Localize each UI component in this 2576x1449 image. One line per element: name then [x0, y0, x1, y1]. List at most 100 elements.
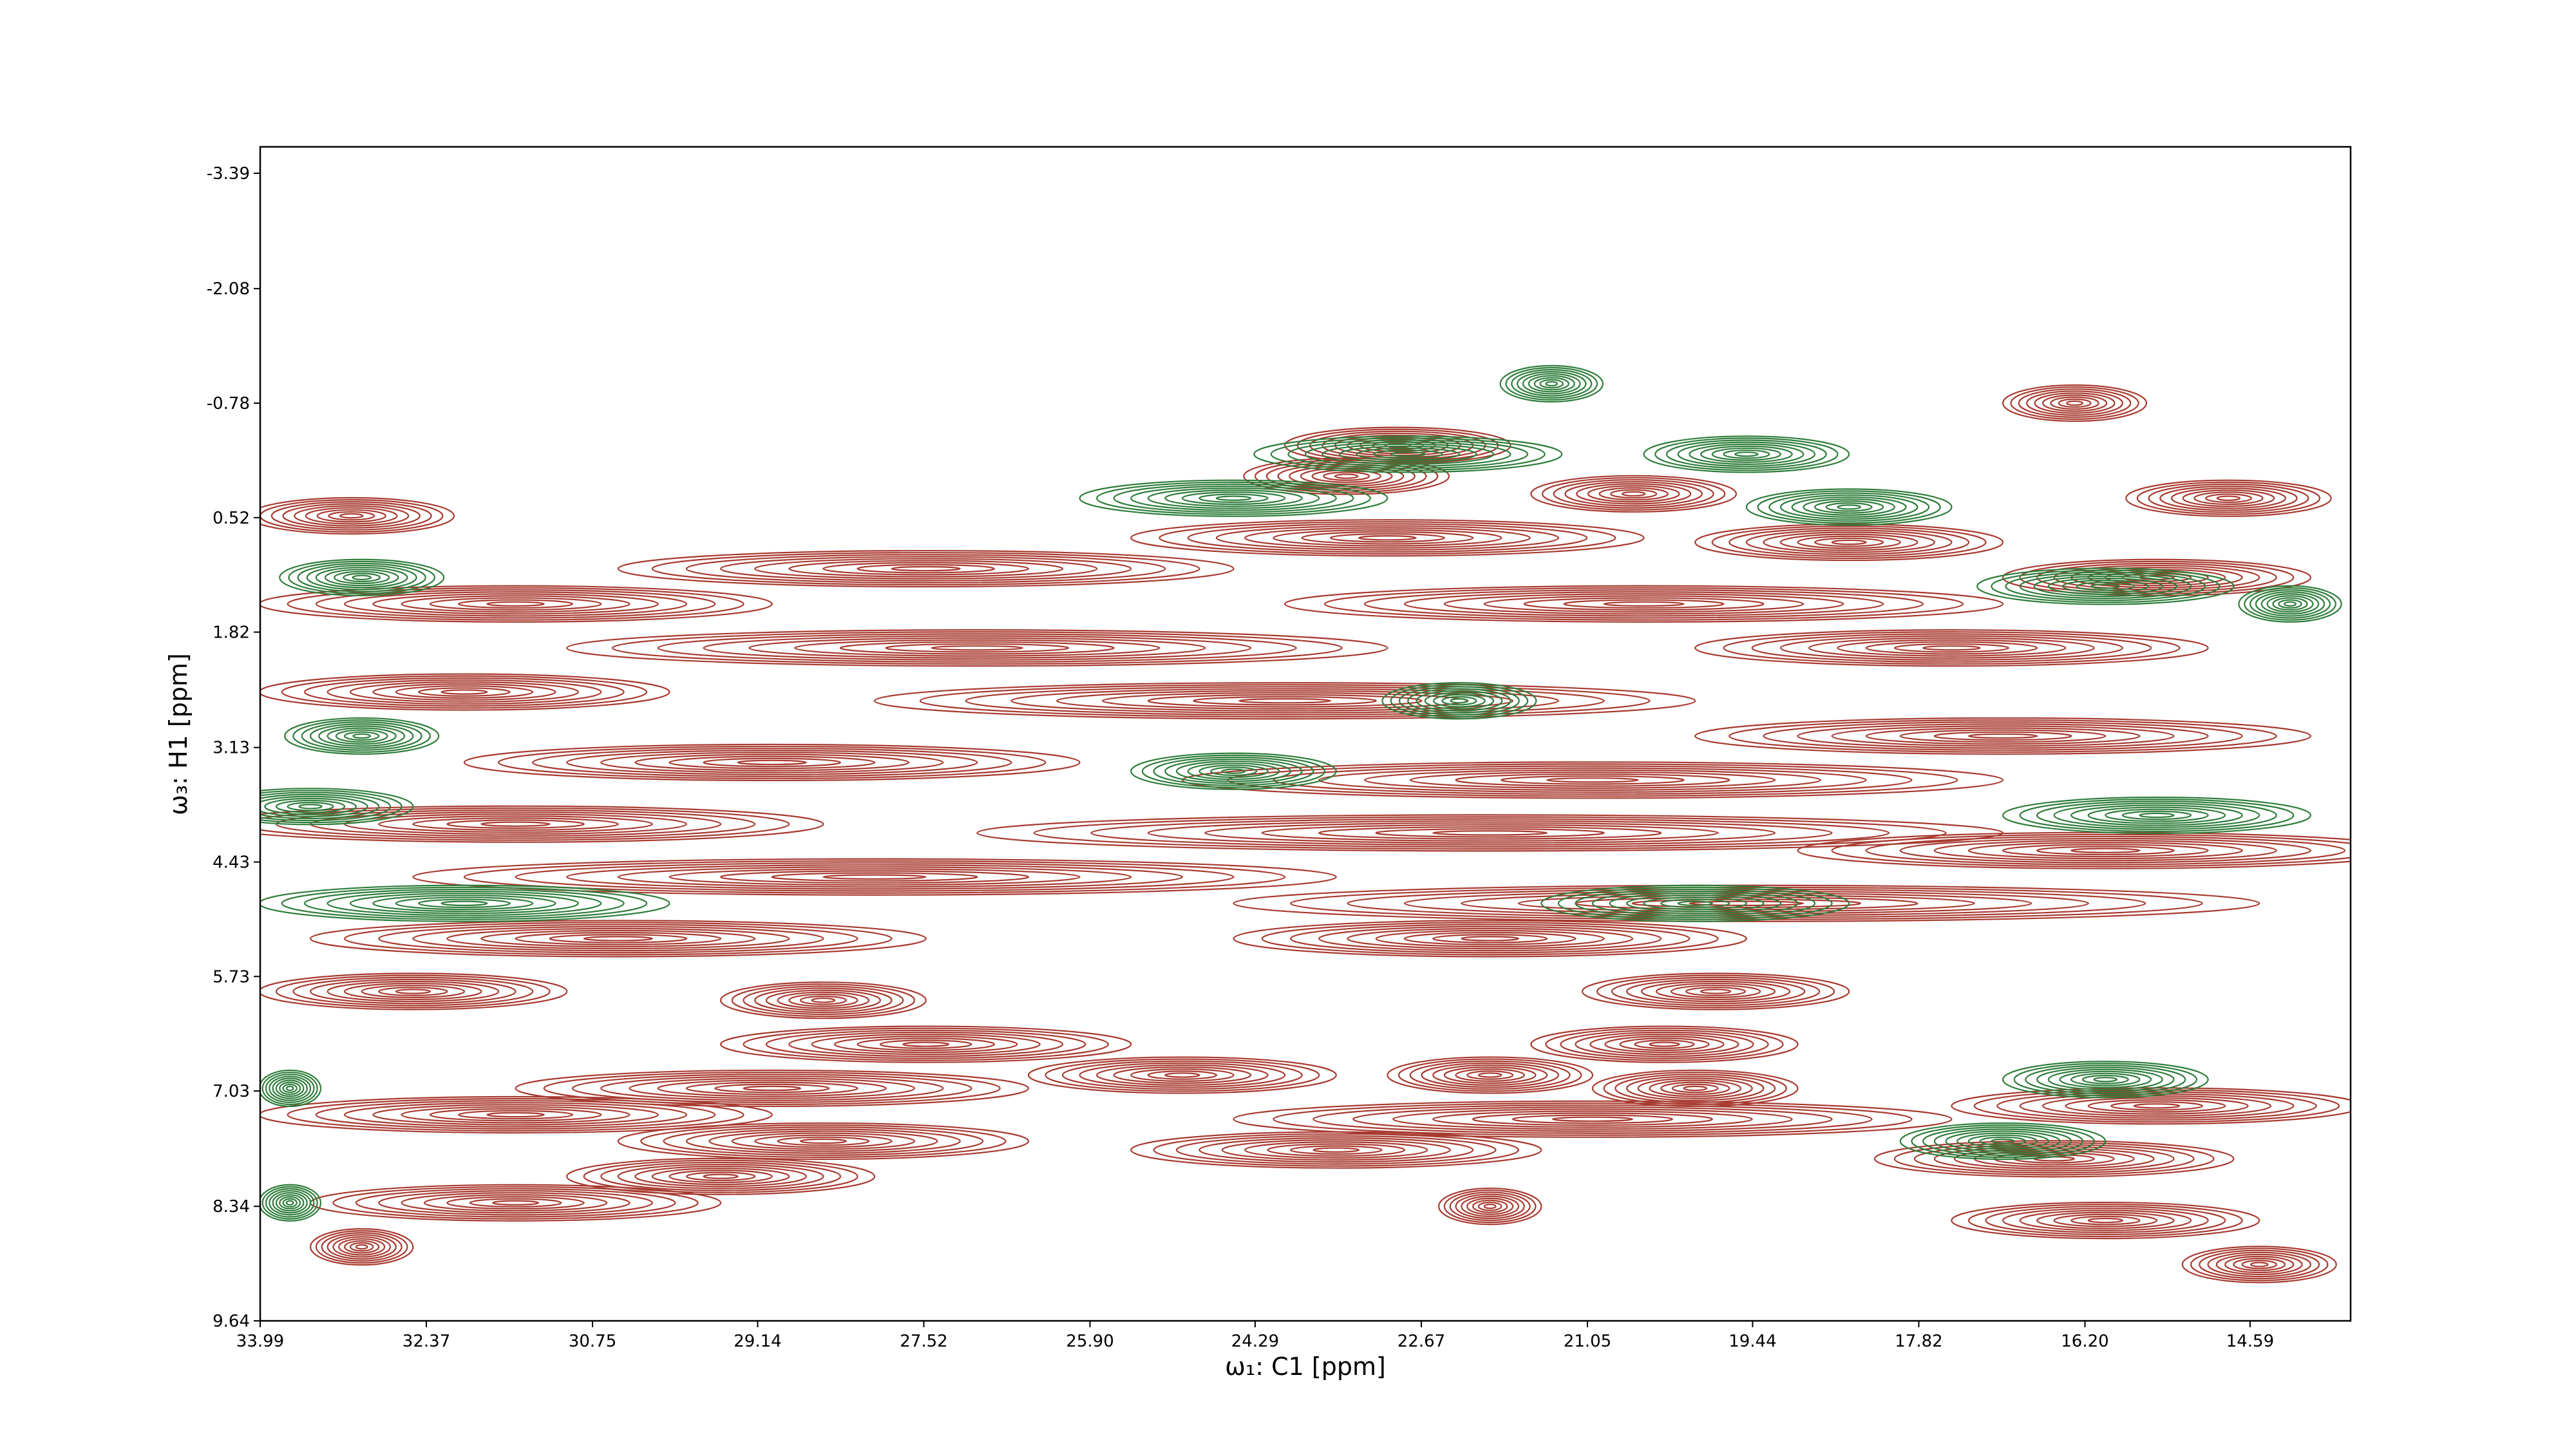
x-tick-label: 17.82 [1895, 1332, 1942, 1351]
contour-level [1130, 1068, 1235, 1082]
contour-level [1056, 690, 1514, 712]
contour-level [1483, 595, 1804, 613]
x-tick-label: 29.14 [734, 1332, 781, 1351]
contour-level [1677, 441, 1816, 468]
contour-level [1443, 1066, 1537, 1084]
contour-level [458, 1110, 574, 1120]
contour-level [260, 790, 402, 824]
contour-level [583, 1159, 858, 1193]
contour-level [788, 993, 858, 1007]
contour-level [1273, 765, 1913, 795]
contour-level [1899, 1122, 2107, 1160]
contour-level [344, 1102, 688, 1128]
x-tick-label: 16.20 [2061, 1332, 2108, 1351]
contour-level [2081, 1074, 2129, 1084]
contour-level [1289, 923, 1690, 954]
contour-level [857, 1037, 995, 1052]
contour-level [2047, 577, 2163, 595]
contour-level [1499, 365, 1604, 402]
x-tick-label: 19.44 [1728, 1332, 1776, 1351]
contour-level [1373, 449, 1443, 459]
contour-level [1147, 488, 1320, 509]
contour-level [1728, 527, 1970, 557]
contour-level [292, 719, 431, 753]
contour-level [1096, 481, 1371, 515]
contour-level [1631, 898, 1861, 909]
contour-level [446, 819, 585, 829]
contour-level [1390, 684, 1529, 718]
contour-level [1215, 525, 1559, 551]
contour-level [315, 567, 408, 589]
contour-level [264, 797, 357, 815]
contour-level [2087, 1217, 2123, 1224]
contour-level [279, 1081, 301, 1095]
contour-level [2070, 1072, 2141, 1086]
contour-level [2238, 585, 2342, 623]
contour-level [1358, 535, 1417, 541]
contour-level [566, 1157, 876, 1195]
contour-level [260, 791, 391, 822]
contour-level [260, 972, 568, 1010]
contour-level [1079, 479, 1388, 517]
contour-level [2019, 1093, 2295, 1119]
contour-level [315, 589, 716, 619]
contour-level [657, 633, 1297, 663]
contour-level [1517, 371, 1587, 397]
contour-level [2182, 489, 2275, 507]
contour-level [361, 985, 466, 998]
contour-level [2087, 806, 2226, 824]
contour-level [1685, 987, 1747, 996]
contour-level [378, 923, 858, 954]
contour-level [2019, 573, 2192, 600]
contour-level [395, 896, 534, 911]
contour-level [1634, 1039, 1695, 1049]
contour-level [458, 599, 574, 609]
contour-level [1976, 567, 2235, 605]
contour-level [2019, 799, 2295, 832]
contour-level [2070, 1215, 2141, 1226]
contour-level [1604, 1036, 1725, 1054]
contour-level [480, 821, 551, 827]
contour-level [811, 1033, 1041, 1056]
contour-level [395, 685, 534, 699]
contour-level [2215, 1253, 2303, 1276]
contour-level [2053, 1213, 2158, 1227]
contour-level [2133, 1103, 2181, 1109]
contour-level [344, 731, 380, 741]
contour-level [743, 985, 904, 1016]
contour-level [1803, 498, 1896, 516]
contour-level [2255, 591, 2325, 617]
contour-level [2025, 1065, 2186, 1095]
contour-level [1301, 531, 1474, 545]
contour-layer [260, 365, 2351, 1283]
x-tick-label: 27.52 [900, 1332, 947, 1351]
contour-level [2066, 400, 2084, 406]
contour-level [418, 687, 511, 697]
contour-level [1945, 1130, 2061, 1152]
contour-level [1865, 835, 2346, 866]
contour-level [1511, 369, 1593, 399]
contour-level [714, 1083, 830, 1094]
contour-level [2053, 802, 2260, 828]
contour-level [1654, 437, 1839, 471]
contour-level [1553, 478, 1714, 509]
contour-level [344, 1240, 380, 1254]
contour-level [2207, 1251, 2311, 1278]
contour-level [1198, 1137, 1474, 1163]
contour-level [332, 1236, 392, 1258]
contour-level [1403, 932, 1577, 945]
contour-level [857, 564, 995, 574]
contour-level [1363, 589, 1924, 619]
contour-level [2241, 1260, 2277, 1269]
contour-level [1956, 1132, 2049, 1150]
contour-level [1416, 690, 1503, 712]
contour-level [1164, 758, 1303, 784]
contour-level [617, 1163, 824, 1189]
contour-level [685, 554, 1166, 583]
contour-level [1540, 884, 1850, 922]
contour-level [260, 793, 380, 820]
contour-level [2148, 483, 2309, 513]
contour-level [777, 1136, 870, 1146]
contour-level [1814, 500, 1884, 514]
